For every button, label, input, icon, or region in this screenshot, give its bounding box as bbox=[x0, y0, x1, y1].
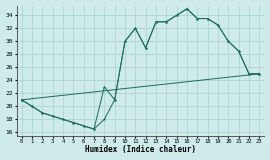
X-axis label: Humidex (Indice chaleur): Humidex (Indice chaleur) bbox=[85, 145, 196, 154]
